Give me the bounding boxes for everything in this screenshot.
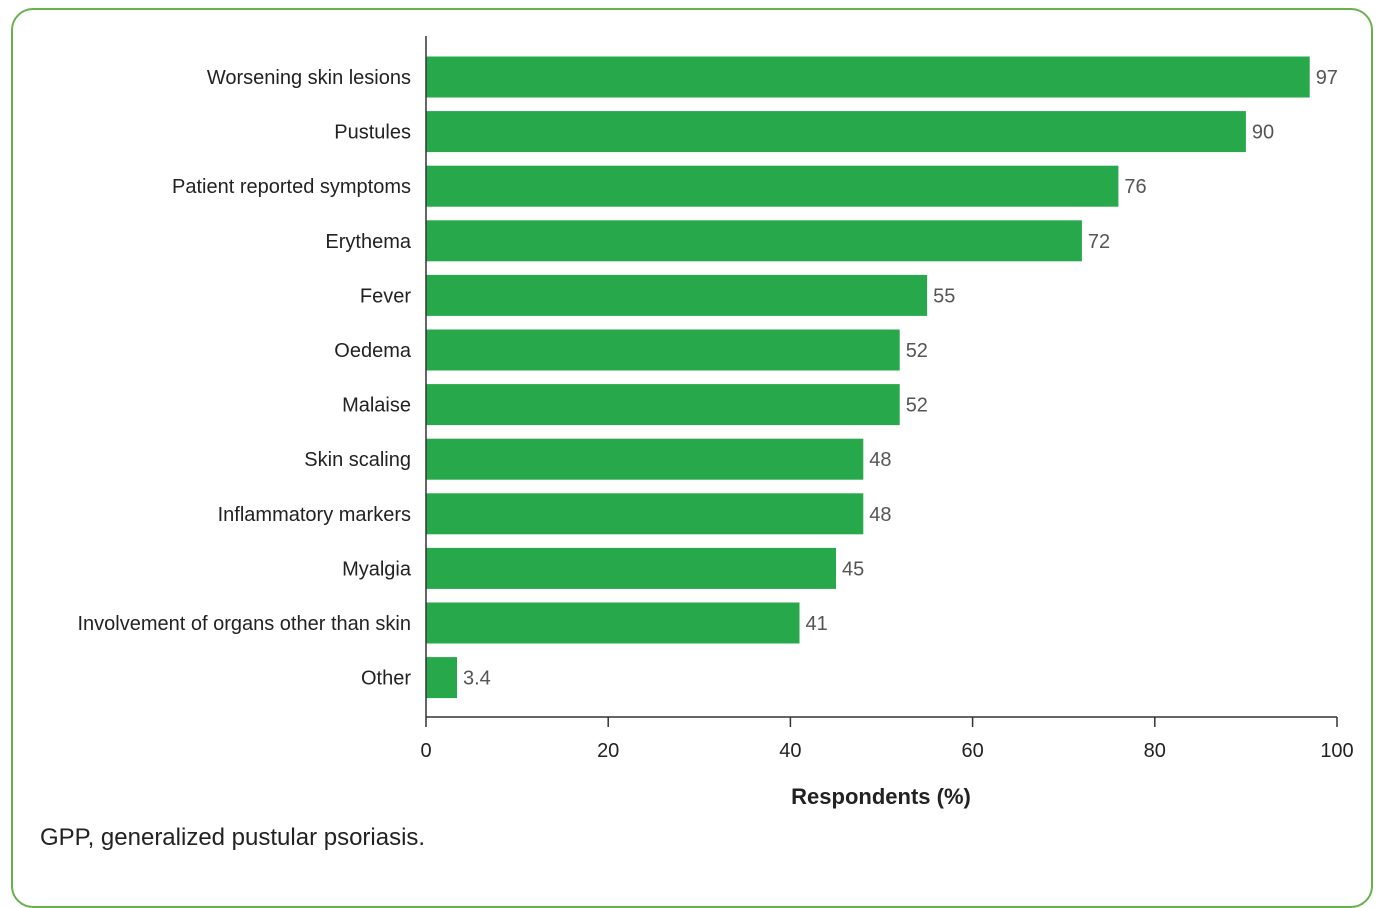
value-label: 55 [933,285,955,307]
bar [426,165,1119,207]
category-label: Fever [360,285,411,307]
bar [426,111,1246,153]
category-label: Skin scaling [304,449,411,471]
category-labels: Worsening skin lesions Pustules Patient re… [77,67,411,690]
category-label: Erythema [325,231,411,253]
bar [426,329,900,371]
category-label: Malaise [342,395,411,417]
x-tick-label: 20 [597,740,619,762]
category-label: Patient reported symptoms [172,176,411,198]
value-label: 97 [1316,67,1338,89]
x-axis-title: Respondents (%) [791,784,971,809]
bar [426,384,900,426]
value-label: 45 [842,558,864,580]
bar [426,657,457,699]
value-label: 3.4 [463,668,491,690]
bar-chart: Worsening skin lesions Pustules Patient re… [77,36,1354,809]
bar [426,493,864,535]
value-labels: 97 90 76 72 55 52 52 48 48 45 41 3.4 [463,67,1338,690]
category-label: Other [361,668,411,690]
value-label: 41 [806,613,828,635]
value-label: 48 [869,504,891,526]
value-label: 90 [1252,122,1274,144]
bar [426,602,800,644]
value-label: 72 [1088,231,1110,253]
category-label: Involvement of organs other than skin [77,613,411,635]
x-tick-label: 40 [779,740,801,762]
bar [426,274,928,316]
value-label: 52 [906,340,928,362]
value-label: 76 [1124,176,1146,198]
bar [426,438,864,480]
x-tick-label: 80 [1144,740,1166,762]
category-label: Inflammatory markers [218,504,411,526]
x-tick-label: 60 [961,740,983,762]
axes: 0 20 40 60 80 100 [420,36,1354,762]
value-label: 48 [869,449,891,471]
bar [426,220,1082,262]
bar [426,56,1310,98]
bars-group [426,56,1310,699]
category-label: Worsening skin lesions [207,67,411,89]
category-label: Pustules [334,122,411,144]
x-tick-label: 0 [420,740,431,762]
category-label: Oedema [334,340,412,362]
category-label: Myalgia [342,558,412,580]
footnote: GPP, generalized pustular psoriasis. [40,824,426,851]
x-tick-label: 100 [1320,740,1353,762]
bar [426,547,836,589]
value-label: 52 [906,395,928,417]
